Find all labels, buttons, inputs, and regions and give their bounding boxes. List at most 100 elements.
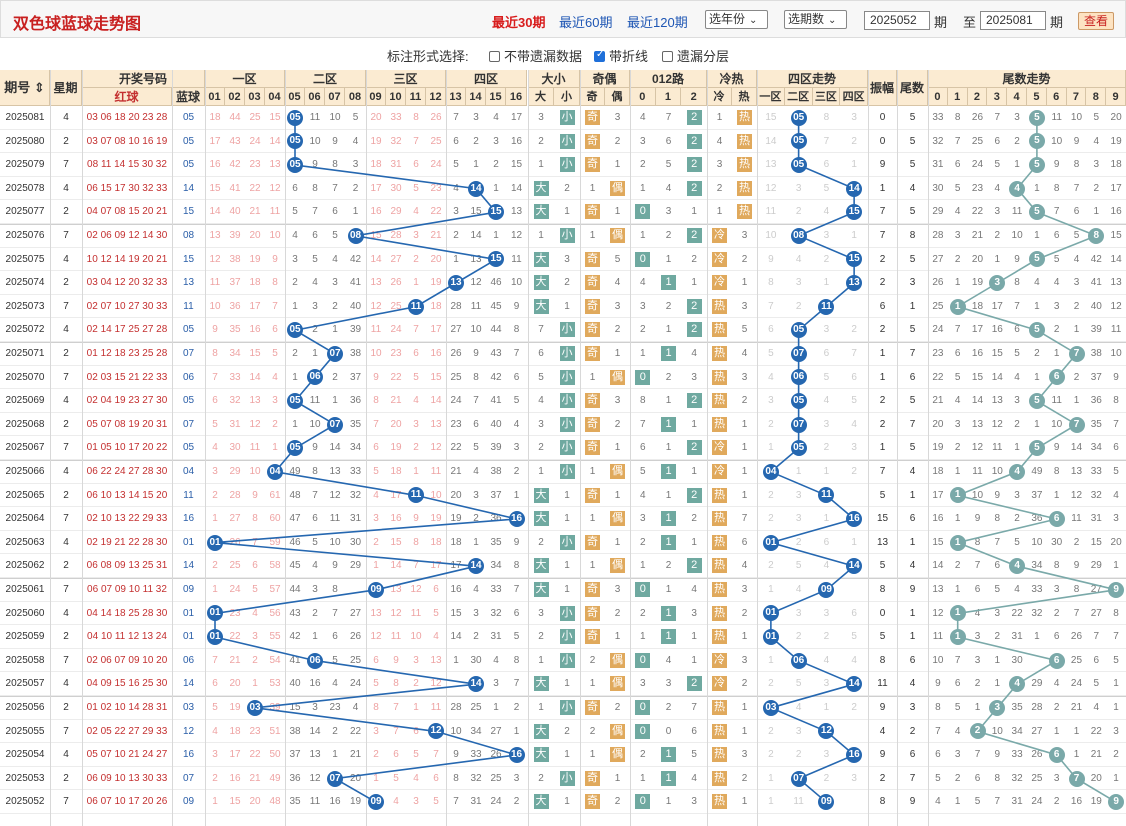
tail-cell: 9: [909, 796, 916, 808]
miss-count-cell: 12: [269, 182, 281, 194]
route-marker: 0: [635, 794, 651, 810]
zone-trend-sub-header: 四区: [840, 88, 868, 106]
option-polyline[interactable]: 带折线: [594, 46, 648, 65]
table-row: [0, 271, 1126, 295]
route-miss-cell: 2: [691, 253, 697, 265]
tail-miss-cell: 36: [1090, 395, 1102, 407]
tail-miss-cell: 37: [1090, 371, 1102, 383]
miss-count-cell: 12: [430, 678, 442, 690]
recent-60-link[interactable]: 最近60期: [559, 15, 613, 30]
parity-miss-cell: 1: [614, 631, 621, 643]
zone-miss-cell: 2: [768, 725, 774, 737]
recent-120-link[interactable]: 最近120期: [627, 15, 688, 30]
miss-count-cell: 27: [390, 253, 402, 265]
size-miss-cell: 1: [564, 678, 570, 690]
zone-miss-cell: 2: [795, 300, 802, 312]
amp-cell: 7: [879, 230, 886, 241]
miss-count-cell: 6: [312, 230, 318, 241]
tail-miss-cell: 3: [1113, 513, 1119, 525]
to-issue-input[interactable]: 2025081: [980, 11, 1046, 30]
tail-miss-cell: 1: [994, 253, 1001, 265]
table-row: [0, 460, 1126, 484]
column-divider: [868, 70, 869, 826]
tail-miss-cell: 7: [954, 654, 961, 666]
tail-miss-cell: 1: [954, 466, 961, 477]
option-layer[interactable]: 遗漏分层: [662, 46, 729, 65]
hc-miss-cell: 1: [741, 796, 748, 808]
miss-count-cell: 39: [349, 324, 362, 336]
qi-label-2: 期: [1050, 15, 1064, 30]
miss-count-cell: 16: [390, 513, 402, 525]
miss-count-cell: 37: [289, 749, 301, 761]
blue-ball-marker: 05: [287, 133, 303, 150]
week-cell: 2: [63, 772, 69, 784]
column-divider: [172, 70, 173, 826]
period-select[interactable]: 选期数: [784, 10, 847, 29]
tail-miss-cell: 35: [1011, 702, 1023, 713]
miss-count-cell: 33: [490, 584, 502, 595]
blue-num-header: 02: [225, 88, 245, 106]
row-group-divider: [0, 224, 1126, 225]
tail-miss-cell: 1: [954, 513, 961, 525]
tail-miss-cell: 8: [974, 536, 981, 548]
miss-count-cell: 16: [229, 772, 241, 784]
tail-miss-cell: 1: [1034, 418, 1040, 430]
zone-miss-cell: 3: [851, 442, 857, 454]
miss-count-cell: 11: [390, 631, 402, 643]
tail-miss-cell: 11: [1051, 395, 1062, 407]
miss-count-cell: 17: [510, 112, 523, 123]
tail-trend-marker: 7: [1068, 345, 1085, 362]
tail-miss-cell: 39: [1090, 324, 1102, 336]
hc-miss-cell: 4: [741, 348, 748, 359]
miss-count-cell: 34: [229, 348, 241, 359]
checkbox-icon[interactable]: [489, 51, 500, 62]
from-issue-input[interactable]: 2025052: [864, 11, 930, 30]
query-button[interactable]: 查看: [1078, 12, 1114, 30]
zone-miss-cell: 2: [823, 772, 830, 784]
year-select[interactable]: 选年份: [705, 10, 768, 29]
miss-count-cell: 20: [249, 796, 261, 808]
route-marker: 2: [686, 676, 702, 692]
route-marker: 1: [661, 275, 676, 291]
miss-count-cell: 3: [312, 584, 318, 595]
table-row: [0, 153, 1126, 177]
size-marker: 大: [533, 204, 549, 220]
size-miss-cell: 6: [538, 348, 544, 359]
parity-miss-cell: 4: [614, 277, 621, 289]
tail-miss-cell: 8: [1014, 277, 1020, 289]
zone-trend-marker: 05: [790, 322, 807, 339]
recent-30-link[interactable]: 最近30期: [492, 15, 546, 30]
miss-count-cell: 14: [390, 560, 402, 572]
hc-miss-cell: 4: [741, 560, 748, 572]
option-no-miss[interactable]: 不带遗漏数据: [489, 46, 582, 65]
parity-miss-cell: 1: [589, 371, 596, 383]
miss-count-cell: 9: [513, 536, 520, 548]
week-cell: 2: [63, 206, 69, 218]
tail-trend-marker: 1: [949, 298, 966, 315]
route-marker: 1: [661, 346, 676, 361]
miss-count-cell: 10: [450, 725, 462, 737]
tail-trend-marker: 5: [1028, 109, 1045, 126]
miss-count-cell: 9: [373, 371, 379, 383]
miss-count-cell: 7: [413, 135, 419, 147]
miss-count-cell: 9: [332, 560, 338, 572]
miss-count-cell: 6: [373, 442, 379, 454]
amp-cell: 5: [879, 631, 886, 643]
miss-count-cell: 5: [373, 678, 379, 690]
option-row: 标注形式选择: 不带遗漏数据 带折线 遗漏分层: [0, 44, 1126, 64]
zone-miss-cell: 6: [823, 159, 830, 171]
checkbox-icon[interactable]: [662, 51, 673, 62]
miss-count-cell: 11: [511, 253, 522, 265]
miss-count-cell: 36: [289, 772, 301, 784]
hc-marker: 热: [737, 157, 752, 173]
route-miss-cell: 1: [640, 230, 646, 241]
miss-count-cell: 7: [413, 560, 419, 572]
table-row: [0, 767, 1126, 791]
parity-header: 奇偶: [580, 70, 630, 88]
tail-miss-cell: 11: [992, 442, 1003, 454]
miss-count-cell: 3: [332, 277, 338, 289]
tail-cell: 6: [909, 654, 916, 666]
checkbox-checked-icon[interactable]: [594, 49, 605, 62]
miss-count-cell: 1: [413, 702, 419, 713]
route-miss-cell: 2: [640, 159, 646, 171]
